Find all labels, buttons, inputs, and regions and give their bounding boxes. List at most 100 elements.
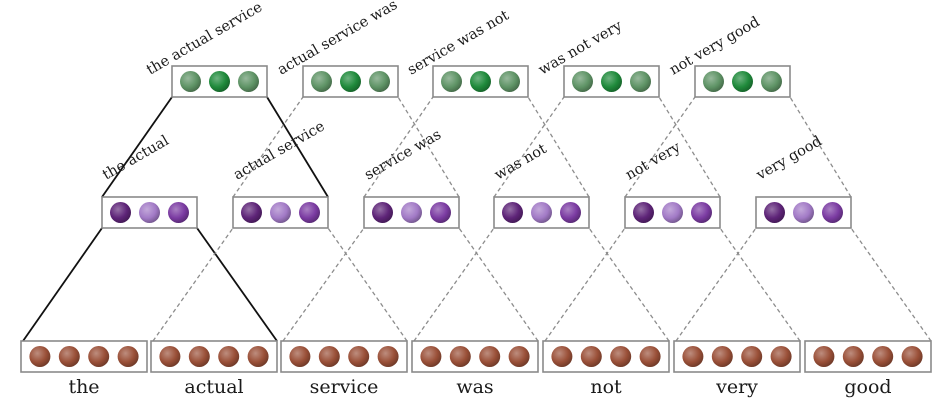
word-vector-not-cell-4 bbox=[639, 346, 661, 367]
edge-trigram-5-left bbox=[624, 96, 696, 198]
bigram-label-very-good: very good bbox=[753, 133, 825, 184]
word-vector-not-cell-3 bbox=[610, 346, 632, 367]
bigram-vector-the-actual-cell-2 bbox=[139, 202, 160, 223]
bigram-vector-not-very bbox=[624, 196, 721, 229]
bigram-label-was-not: was not bbox=[492, 141, 550, 183]
word-label-very: very bbox=[715, 376, 758, 398]
edge-bigram-3-right bbox=[458, 227, 539, 342]
word-vector-the bbox=[20, 340, 148, 373]
trigram-vector-not-very-good-cell-3 bbox=[761, 71, 782, 92]
trigram-vector-the-actual-service bbox=[171, 65, 268, 98]
word-vector-service bbox=[280, 340, 408, 373]
trigram-vector-not-very-good-cell-1 bbox=[703, 71, 724, 92]
bigram-vector-actual-service-cell-2 bbox=[270, 202, 291, 223]
trigram-vector-was-not-very-cell-2 bbox=[601, 71, 622, 92]
trigram-vector-service-was-not-cell-1 bbox=[441, 71, 462, 92]
word-vector-very-cell-3 bbox=[741, 346, 763, 367]
edge-trigram-3-right bbox=[527, 96, 590, 198]
vector-boxes bbox=[20, 65, 932, 373]
connection-lines bbox=[22, 96, 932, 342]
edge-bigram-2-left bbox=[152, 227, 234, 342]
edge-trigram-5-right bbox=[789, 96, 852, 198]
word-vector-the-cell-4 bbox=[117, 346, 139, 367]
edge-bigram-2-right bbox=[327, 227, 408, 342]
trigram-vector-not-very-good bbox=[694, 65, 791, 98]
word-vector-not-cell-2 bbox=[580, 346, 602, 367]
word-vector-actual-cell-2 bbox=[188, 346, 210, 367]
trigram-vector-the-actual-service-cell-2 bbox=[209, 71, 230, 92]
word-vector-the-cell-2 bbox=[58, 346, 80, 367]
edge-trigram-3-left bbox=[363, 96, 434, 198]
trigram-vector-was-not-very-cell-1 bbox=[572, 71, 593, 92]
bigram-vector-not-very-cell-3 bbox=[691, 202, 712, 223]
bigram-vector-was-not bbox=[493, 196, 590, 229]
word-vector-actual bbox=[150, 340, 278, 373]
word-vector-actual-cell-4 bbox=[247, 346, 269, 367]
word-label-not: not bbox=[590, 376, 622, 398]
word-vector-was-cell-2 bbox=[449, 346, 471, 367]
edge-trigram-1-right bbox=[266, 96, 329, 198]
bigram-vector-not-very-cell-2 bbox=[662, 202, 683, 223]
bigram-vector-very-good-cell-2 bbox=[793, 202, 814, 223]
edge-bigram-5-left bbox=[544, 227, 626, 342]
bigram-vector-not-very-cell-1 bbox=[633, 202, 654, 223]
trigram-vector-the-actual-service-cell-3 bbox=[238, 71, 259, 92]
word-vector-good-cell-2 bbox=[842, 346, 864, 367]
word-vector-the-cell-1 bbox=[29, 346, 51, 367]
word-vector-very-cell-4 bbox=[770, 346, 792, 367]
word-label-good: good bbox=[844, 376, 891, 398]
trigram-vector-service-was-not bbox=[432, 65, 529, 98]
word-vector-not-cell-1 bbox=[551, 346, 573, 367]
word-label-actual: actual bbox=[184, 376, 243, 398]
bigram-vector-very-good bbox=[755, 196, 852, 229]
bigram-vector-was-not-cell-2 bbox=[531, 202, 552, 223]
trigram-vector-actual-service-was-cell-2 bbox=[340, 71, 361, 92]
word-vector-service-cell-1 bbox=[289, 346, 311, 367]
trigram-vector-actual-service-was bbox=[302, 65, 399, 98]
word-label-the: the bbox=[68, 376, 99, 398]
word-vector-was-cell-3 bbox=[479, 346, 501, 367]
bigram-vector-very-good-cell-3 bbox=[822, 202, 843, 223]
word-vector-good-cell-4 bbox=[901, 346, 923, 367]
trigram-vector-not-very-good-cell-2 bbox=[732, 71, 753, 92]
edge-bigram-6-left bbox=[675, 227, 757, 342]
edge-bigram-6-right bbox=[850, 227, 932, 342]
word-vector-service-cell-4 bbox=[377, 346, 399, 367]
bigram-vector-the-actual bbox=[101, 196, 198, 229]
word-vector-very-cell-1 bbox=[682, 346, 704, 367]
trigram-vector-was-not-very-cell-3 bbox=[630, 71, 651, 92]
bigram-vector-actual-service-cell-1 bbox=[241, 202, 262, 223]
trigram-vector-actual-service-was-cell-1 bbox=[311, 71, 332, 92]
edge-bigram-1-left bbox=[22, 227, 103, 342]
trigram-vector-was-not-very bbox=[563, 65, 660, 98]
word-label-was: was bbox=[456, 376, 493, 398]
word-vector-service-cell-3 bbox=[348, 346, 370, 367]
bigram-vector-service-was-cell-3 bbox=[430, 202, 451, 223]
edge-bigram-5-right bbox=[719, 227, 801, 342]
bigram-vector-the-actual-cell-3 bbox=[168, 202, 189, 223]
word-vector-was-cell-4 bbox=[508, 346, 530, 367]
word-vector-was-cell-1 bbox=[420, 346, 442, 367]
word-vector-very bbox=[673, 340, 801, 373]
word-vector-good bbox=[804, 340, 932, 373]
bigram-label-the-actual: the actual bbox=[100, 133, 172, 184]
word-label-service: service bbox=[310, 376, 379, 398]
word-vector-service-cell-2 bbox=[318, 346, 340, 367]
word-vector-was bbox=[411, 340, 539, 373]
word-vector-actual-cell-1 bbox=[159, 346, 181, 367]
trigram-vector-service-was-not-cell-3 bbox=[499, 71, 520, 92]
trigram-vector-service-was-not-cell-2 bbox=[470, 71, 491, 92]
word-vector-good-cell-3 bbox=[872, 346, 894, 367]
bigram-vector-the-actual-cell-1 bbox=[110, 202, 131, 223]
bigram-vector-service-was-cell-1 bbox=[372, 202, 393, 223]
edge-trigram-2-left bbox=[232, 96, 304, 198]
edge-bigram-3-left bbox=[282, 227, 365, 342]
bigram-vector-service-was bbox=[363, 196, 460, 229]
edge-trigram-1-left bbox=[101, 96, 173, 198]
trigram-vector-actual-service-was-cell-3 bbox=[369, 71, 390, 92]
word-vector-very-cell-2 bbox=[711, 346, 733, 367]
edge-bigram-4-left bbox=[413, 227, 495, 342]
word-vector-good-cell-1 bbox=[813, 346, 835, 367]
